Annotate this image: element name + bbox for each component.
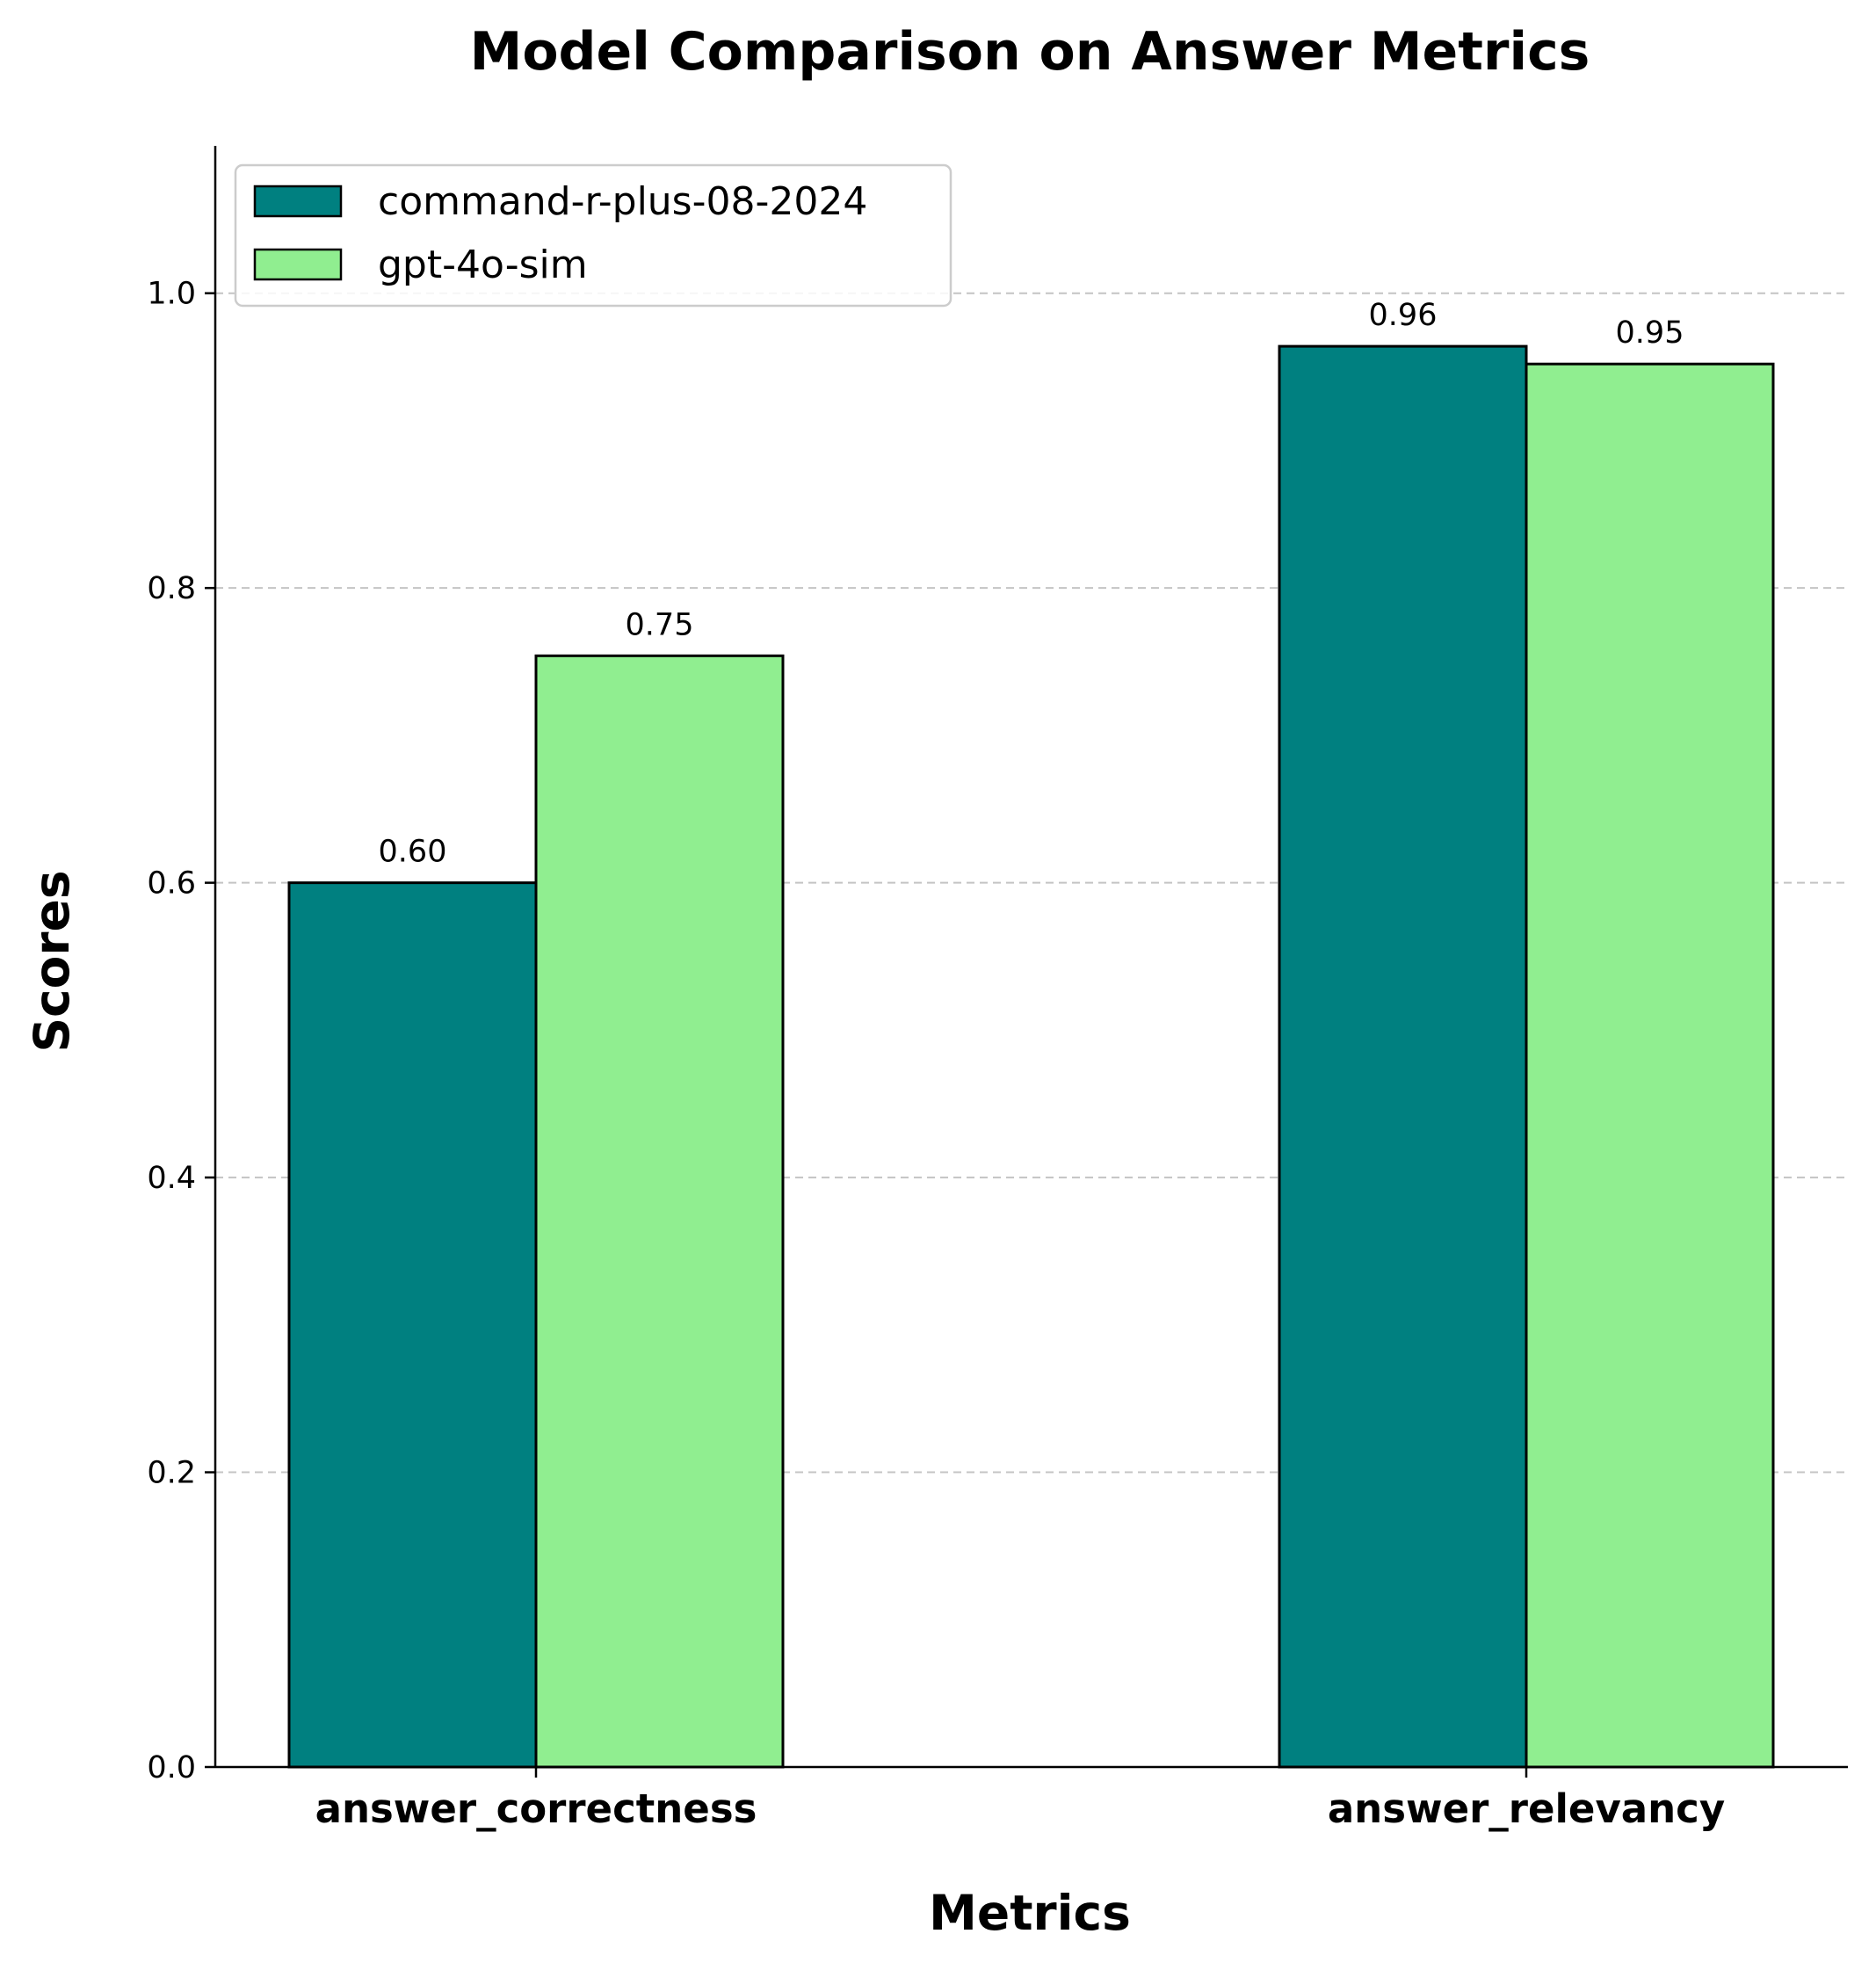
chart-title: Model Comparison on Answer Metrics — [470, 21, 1590, 83]
y-tick-label: 0.4 — [147, 1161, 196, 1196]
y-tick-label: 0.2 — [147, 1456, 196, 1491]
x-axis-label: Metrics — [929, 1885, 1131, 1941]
bar — [287, 881, 538, 1769]
y-tick-label: 1.0 — [147, 277, 196, 312]
x-tick-label: answer_relevancy — [1328, 1785, 1725, 1832]
bar-value-label: 0.95 — [1616, 315, 1684, 351]
legend: command-r-plus-08-2024 gpt-4o-sim — [234, 163, 952, 308]
y-axis-label: Scores — [24, 870, 80, 1052]
bars — [287, 344, 1775, 1769]
bar — [534, 654, 785, 1769]
bar-value-label: 0.60 — [379, 835, 447, 870]
legend-box — [234, 163, 952, 308]
axes — [214, 146, 1848, 1769]
y-tick-label: 0.0 — [147, 1750, 196, 1785]
legend-label: gpt-4o-sim — [378, 243, 588, 287]
legend-label: command-r-plus-08-2024 — [378, 179, 867, 224]
bar — [1278, 344, 1528, 1769]
legend-swatch — [253, 248, 343, 281]
y-ticks: 0.0 0.2 0.4 0.6 0.8 1.0 — [147, 277, 215, 1785]
x-ticks: answer_correctness answer_relevancy — [315, 1767, 1725, 1832]
bar — [1525, 362, 1775, 1769]
x-tick-label: answer_correctness — [315, 1785, 757, 1832]
bar-value-label: 0.75 — [626, 607, 694, 642]
bar-value-label: 0.96 — [1369, 298, 1438, 333]
y-tick-label: 0.8 — [147, 571, 196, 606]
bar-value-labels: 0.60 0.96 0.75 0.95 — [379, 298, 1684, 870]
legend-swatch — [253, 185, 343, 218]
y-tick-label: 0.6 — [147, 866, 196, 902]
